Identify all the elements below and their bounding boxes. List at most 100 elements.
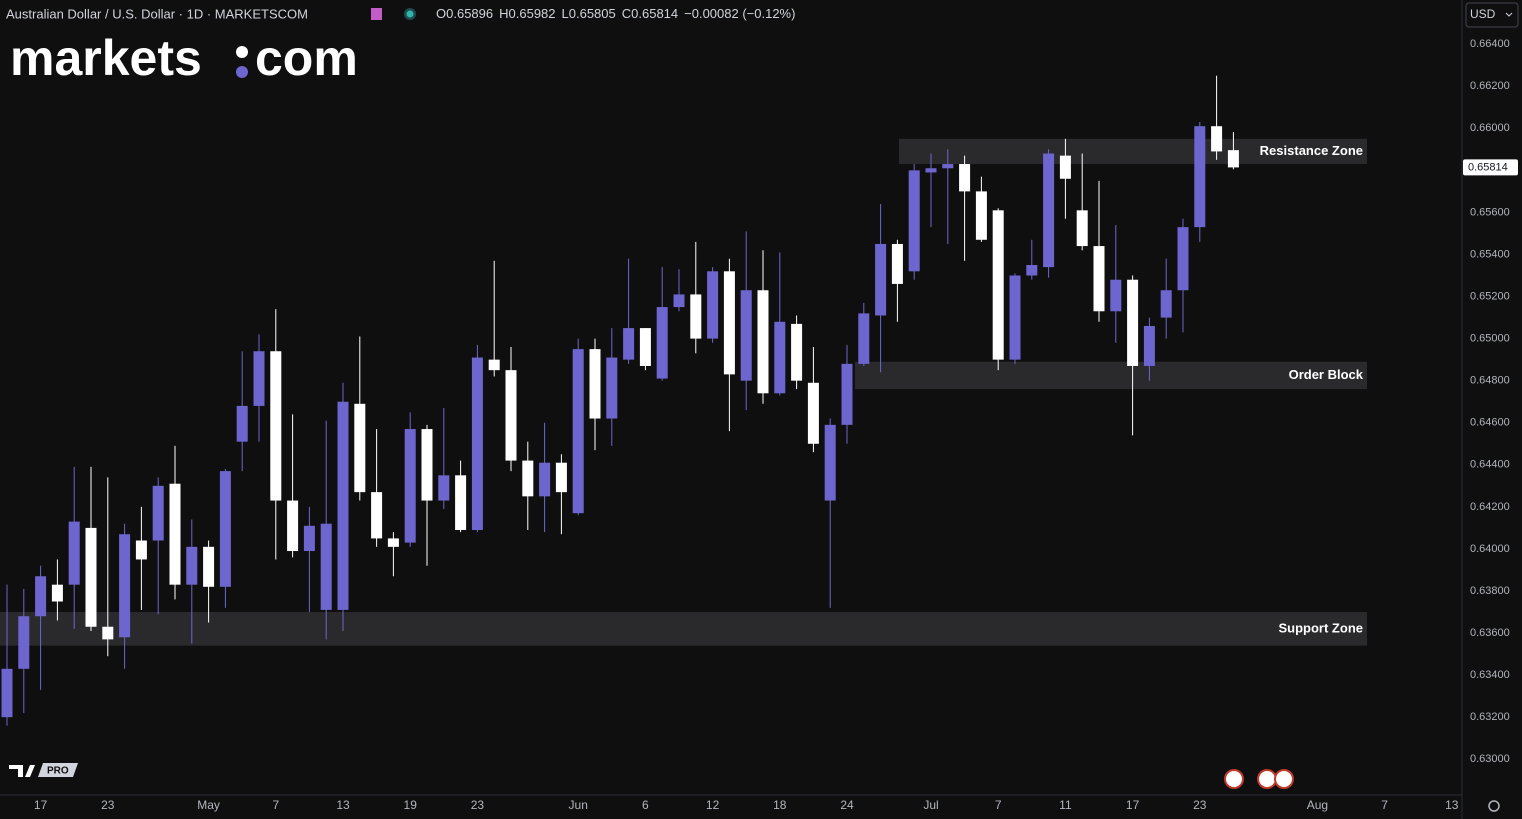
y-tick-label: 0.65200: [1470, 290, 1510, 302]
currency-button[interactable]: [1465, 2, 1519, 28]
pro-label: PRO: [47, 766, 69, 777]
last-price-label: 0.65814: [1468, 161, 1508, 173]
y-tick-label: 0.65400: [1470, 248, 1510, 260]
candle-body: [287, 500, 299, 552]
currency-label[interactable]: USD: [1470, 7, 1496, 21]
last-price-box: [1463, 159, 1518, 176]
y-tick-label: 0.63000: [1470, 753, 1510, 765]
zone-label: Order Block: [1289, 367, 1364, 382]
zone-label: Support Zone: [1279, 620, 1364, 635]
ohlc-readout: O0.65896 H0.65982 L0.65805 C0.65814 −0.00082…: [436, 6, 795, 21]
candle-body: [1093, 246, 1105, 312]
logo-right: com: [255, 30, 358, 86]
candle-body: [169, 483, 181, 585]
tv-mark: [9, 765, 35, 777]
candle-body: [891, 243, 903, 284]
event-flag[interactable]: [1257, 769, 1277, 789]
event-icons: [1224, 769, 1294, 789]
candle-body: [1143, 325, 1155, 366]
candle-body: [387, 538, 399, 547]
candle-body: [539, 462, 551, 497]
candle-body: [841, 363, 853, 425]
candle-body: [1110, 279, 1122, 312]
x-tick-label: 23: [101, 798, 115, 812]
candle-body: [421, 429, 433, 501]
candle-body: [102, 626, 114, 640]
candle-body: [959, 164, 971, 192]
event-flag[interactable]: [1274, 769, 1294, 789]
x-tick-label: Aug: [1307, 798, 1328, 812]
y-tick-label: 0.65600: [1470, 206, 1510, 218]
settings-icon[interactable]: [1488, 800, 1500, 812]
x-tick-label: 7: [272, 798, 279, 812]
candle-body: [740, 290, 752, 381]
y-tick-label: 0.64800: [1470, 375, 1510, 387]
candle-body: [723, 271, 735, 375]
zone: [0, 612, 1367, 646]
candle-body: [186, 546, 198, 585]
x-tick-label: 6: [642, 798, 649, 812]
candle-body: [35, 576, 47, 617]
x-tick-label: 13: [336, 798, 350, 812]
y-tick-label: 0.63400: [1470, 669, 1510, 681]
flag-icon: [371, 8, 382, 20]
y-tick-label: 0.66000: [1470, 122, 1510, 134]
zone: [855, 361, 1367, 390]
y-tick-label: 0.66400: [1470, 38, 1510, 50]
zone: [899, 138, 1367, 165]
candle-body: [219, 471, 231, 587]
candle-body: [522, 460, 534, 497]
candle-body: [303, 525, 315, 552]
candle-body: [203, 546, 215, 587]
candle-body: [606, 357, 618, 419]
ohlc-key: O: [436, 6, 446, 21]
x-tick-label: Jul: [923, 798, 938, 812]
x-tick-label: 23: [1193, 798, 1207, 812]
ohlc-key: H: [499, 6, 508, 21]
ohlc-key: L: [562, 6, 569, 21]
y-tick-label: 0.64000: [1470, 543, 1510, 555]
candle-body: [942, 164, 954, 169]
candles: [1, 75, 1239, 726]
candle-body: [455, 475, 467, 530]
candle-body: [236, 405, 248, 442]
zones: Resistance Zone Order Block Support Zone: [0, 138, 1367, 646]
candle-body: [1127, 279, 1139, 366]
candle-body: [975, 191, 987, 240]
candle-body: [807, 382, 819, 444]
candle-body: [1076, 210, 1088, 247]
candle-body: [1059, 155, 1071, 179]
candle-body: [875, 243, 887, 316]
candle-body: [505, 370, 517, 461]
y-tick-label: 0.63200: [1470, 711, 1510, 723]
candle-body: [371, 492, 383, 539]
candle-body: [404, 429, 416, 543]
y-tick-label: 0.63600: [1470, 627, 1510, 639]
x-tick-label: 7: [995, 798, 1002, 812]
x-tick-label: May: [197, 798, 220, 812]
y-tick-label: 0.66200: [1470, 80, 1510, 92]
candle-body: [18, 616, 30, 669]
x-tick-label: 17: [1126, 798, 1140, 812]
x-tick-label: 7: [1381, 798, 1388, 812]
x-tick-label: 24: [840, 798, 854, 812]
candle-body: [471, 357, 483, 530]
candle-body: [270, 351, 282, 501]
event-flag[interactable]: [1224, 769, 1244, 789]
candle-body: [1043, 153, 1055, 268]
logo-left: markets: [10, 30, 202, 86]
candle-body: [690, 294, 702, 339]
status-dot: [406, 10, 414, 18]
x-tick-label: 18: [773, 798, 787, 812]
dropdown-arrow[interactable]: [1505, 12, 1513, 17]
candle-body: [438, 475, 450, 501]
candle-body: [623, 328, 635, 360]
logo-dot: [236, 66, 248, 78]
ohlc-key: C: [622, 6, 631, 21]
candle-body: [555, 462, 567, 493]
candle-body: [572, 349, 584, 514]
candle-body: [354, 403, 366, 493]
candle-body: [337, 401, 349, 610]
tv-watermark: PRO: [9, 763, 78, 777]
